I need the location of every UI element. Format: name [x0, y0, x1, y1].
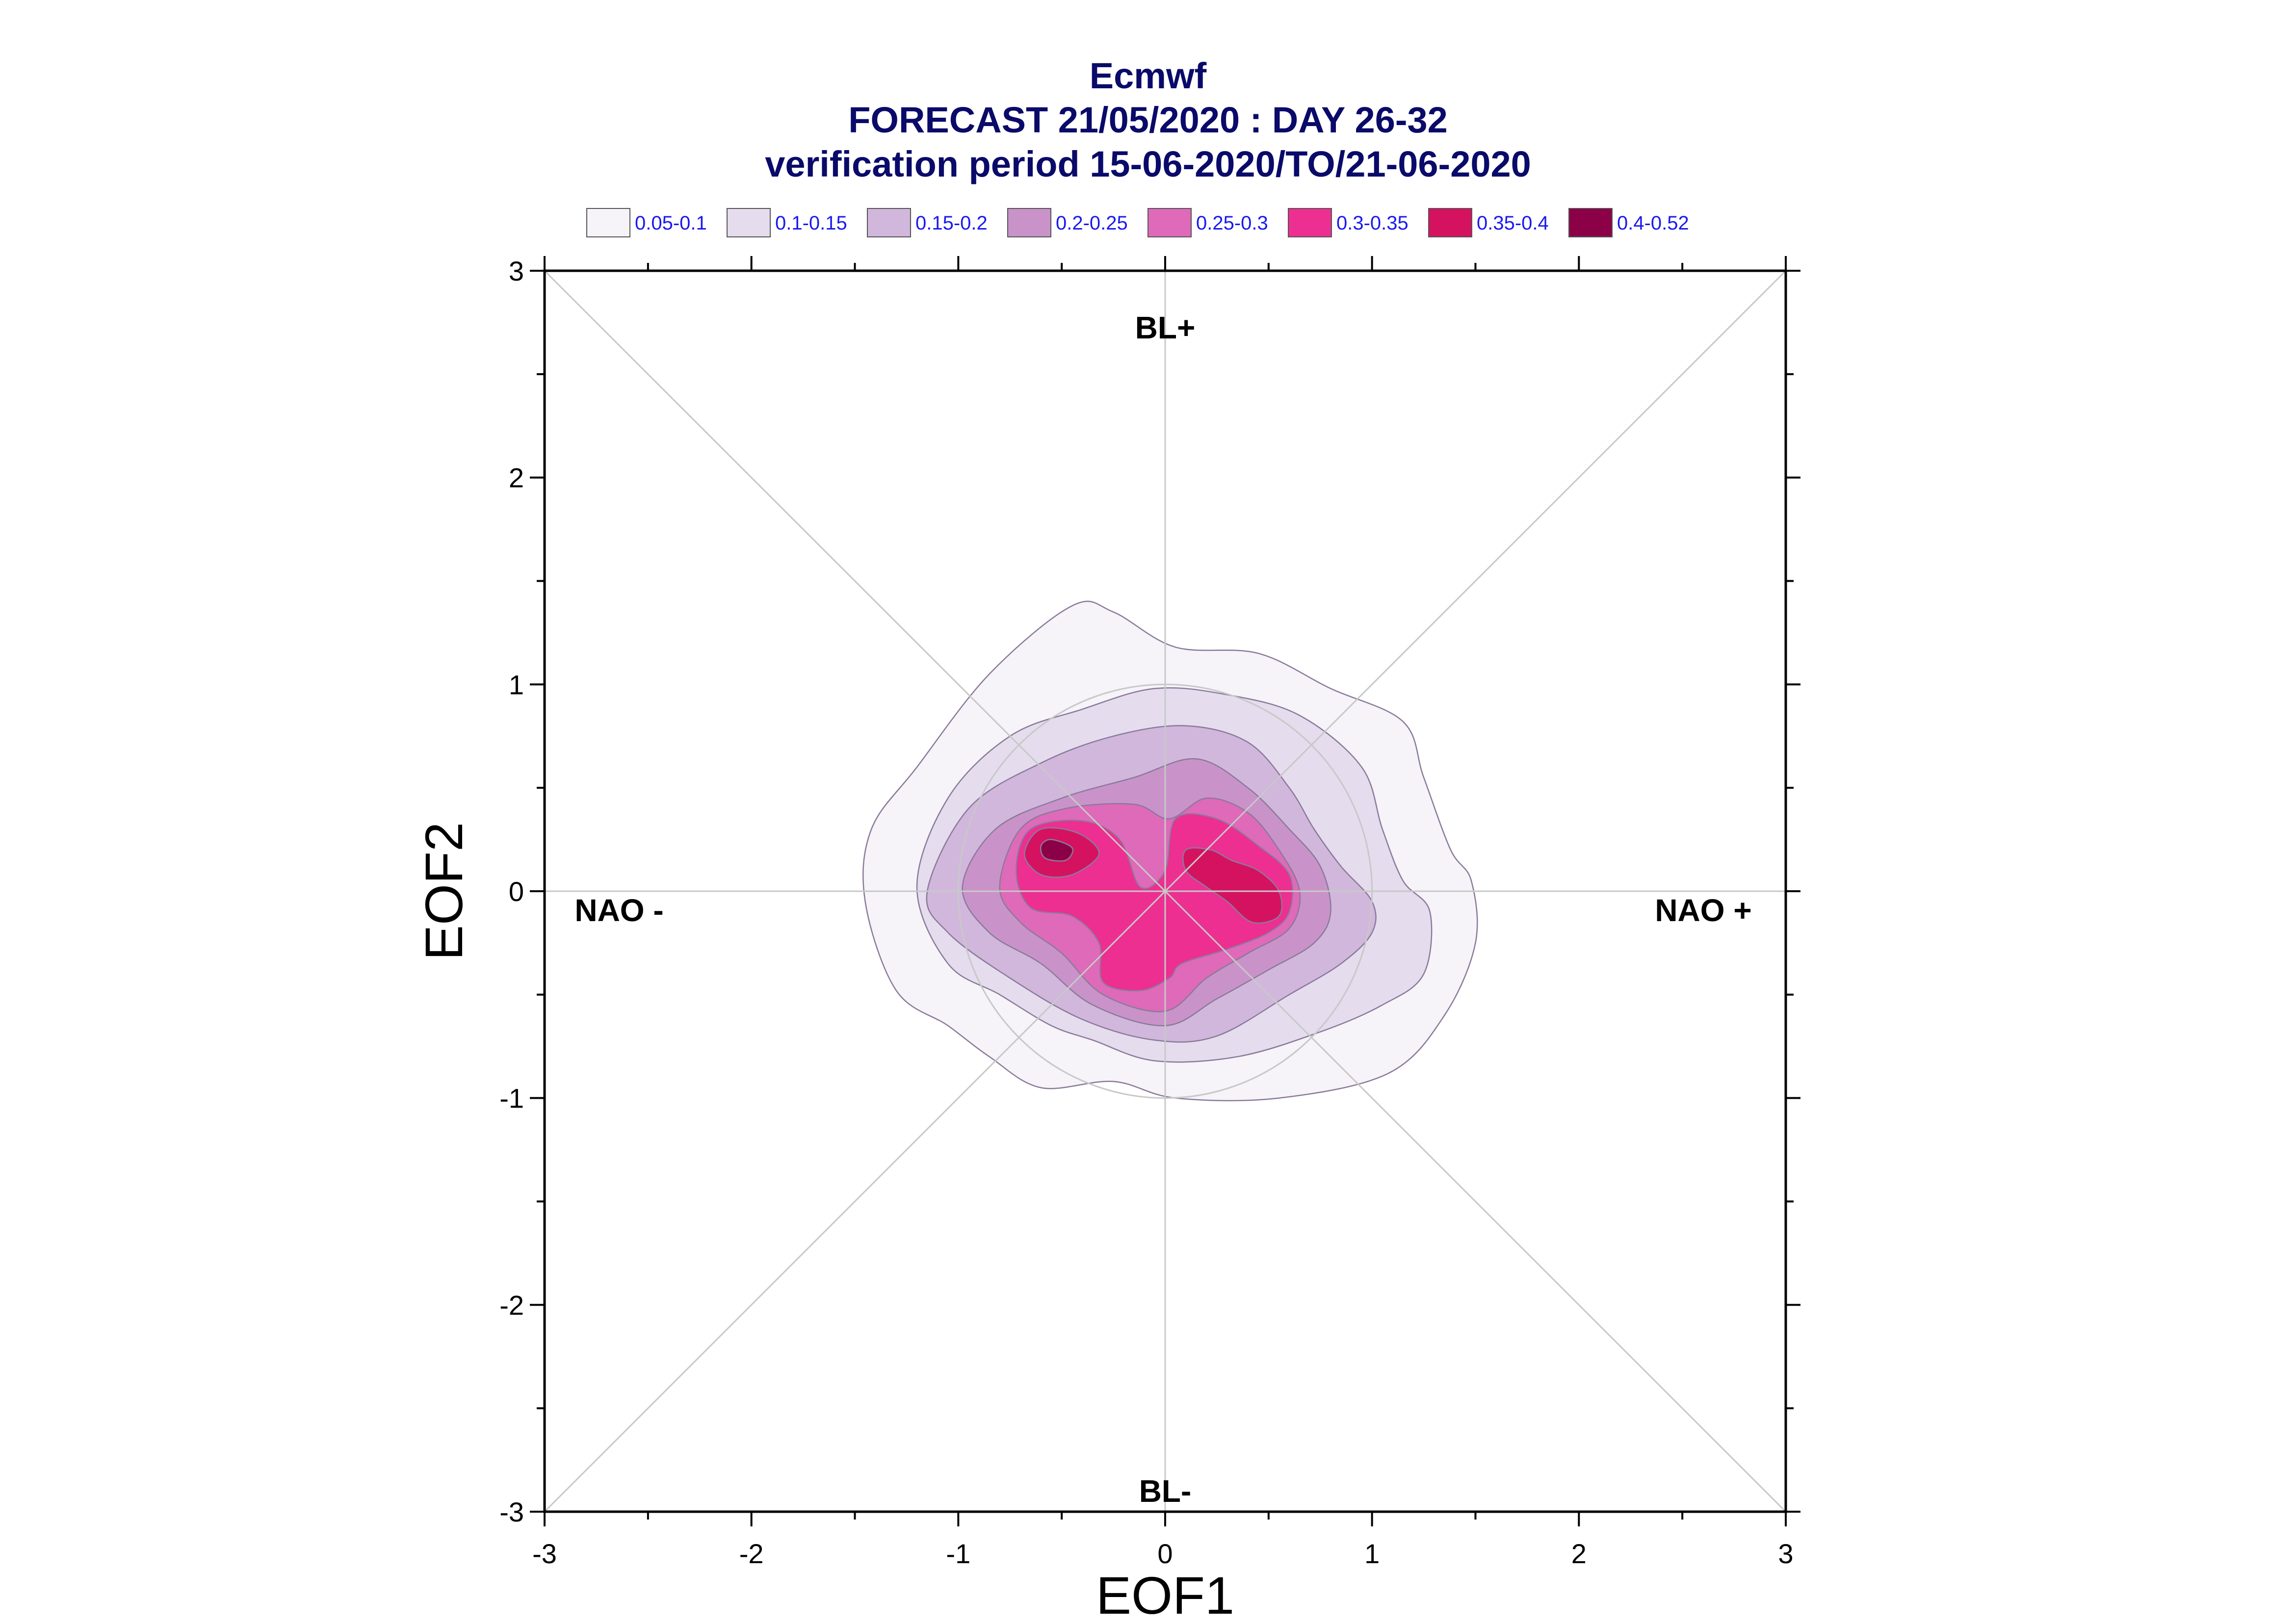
legend-label-6: 0.3-0.35: [1336, 212, 1408, 234]
legend-swatch-1: [586, 208, 630, 237]
legend-label-2: 0.1-0.15: [775, 212, 847, 234]
y-axis-title: EOF2: [414, 822, 473, 960]
region-label-bottom: BL-: [1139, 1473, 1192, 1509]
legend-label-4: 0.2-0.25: [1056, 212, 1128, 234]
legend-swatch-7: [1428, 208, 1472, 237]
y-tick-label: 1: [509, 669, 524, 700]
contour-0.35-0.4-8: [1182, 847, 1283, 924]
legend-swatch-4: [1007, 208, 1051, 237]
density-contours: [862, 600, 1478, 1102]
y-tick-label: -3: [499, 1496, 524, 1527]
legend-swatch-2: [727, 208, 771, 237]
legend-label-3: 0.15-0.2: [915, 212, 988, 234]
axis-ticks: -3 -2 -1 0 1 2 3 3 2 1 0 -1 -2 -3: [499, 256, 1800, 1569]
x-tick-label: 3: [1778, 1538, 1793, 1569]
x-tick-label: 2: [1571, 1538, 1587, 1569]
y-tick-label: 3: [509, 256, 524, 286]
title-line-2: FORECAST 21/05/2020 : DAY 26-32: [848, 100, 1448, 140]
x-tick-label: 0: [1157, 1538, 1173, 1569]
y-tick-label: 2: [509, 463, 524, 493]
plot-area: -3 -2 -1 0 1 2 3 3 2 1 0 -1 -2 -3: [499, 256, 1800, 1569]
region-label-top: BL+: [1135, 310, 1196, 345]
legend: 0.05-0.1 0.1-0.15 0.15-0.2 0.2-0.25 0.25-0.3…: [586, 208, 1689, 237]
region-label-left: NAO -: [574, 893, 663, 928]
unit-circle: [957, 683, 1373, 1099]
region-label-right: NAO +: [1655, 893, 1751, 928]
chart-title: Ecmwf FORECAST 21/05/2020 : DAY 26-32 ve…: [765, 55, 1531, 184]
title-line-3: verification period 15-06-2020/TO/21-06-…: [765, 144, 1531, 184]
legend-swatch-3: [867, 208, 911, 237]
legend-swatch-8: [1568, 208, 1613, 237]
y-tick-label: 0: [509, 876, 524, 907]
x-tick-label: -3: [532, 1538, 557, 1569]
legend-label-8: 0.4-0.52: [1617, 212, 1689, 234]
legend-swatch-6: [1288, 208, 1332, 237]
diagonal-line-2: [544, 270, 1787, 1513]
legend-label-5: 0.25-0.3: [1196, 212, 1268, 234]
guide-lines: [544, 270, 1787, 1513]
contour-0.4-0.52-9: [1040, 839, 1073, 862]
x-tick-label: 1: [1364, 1538, 1380, 1569]
y-tick-label: -1: [499, 1083, 524, 1114]
y-tick-label: -2: [499, 1289, 524, 1320]
x-tick-label: -2: [739, 1538, 764, 1569]
legend-label-7: 0.35-0.4: [1477, 212, 1549, 234]
title-line-1: Ecmwf: [1090, 55, 1207, 96]
legend-swatch-5: [1148, 208, 1192, 237]
legend-label-1: 0.05-0.1: [635, 212, 707, 234]
x-tick-label: -1: [946, 1538, 970, 1569]
x-axis-title: EOF1: [1096, 1566, 1234, 1624]
region-labels: BL+ BL- NAO - NAO +: [574, 310, 1751, 1509]
